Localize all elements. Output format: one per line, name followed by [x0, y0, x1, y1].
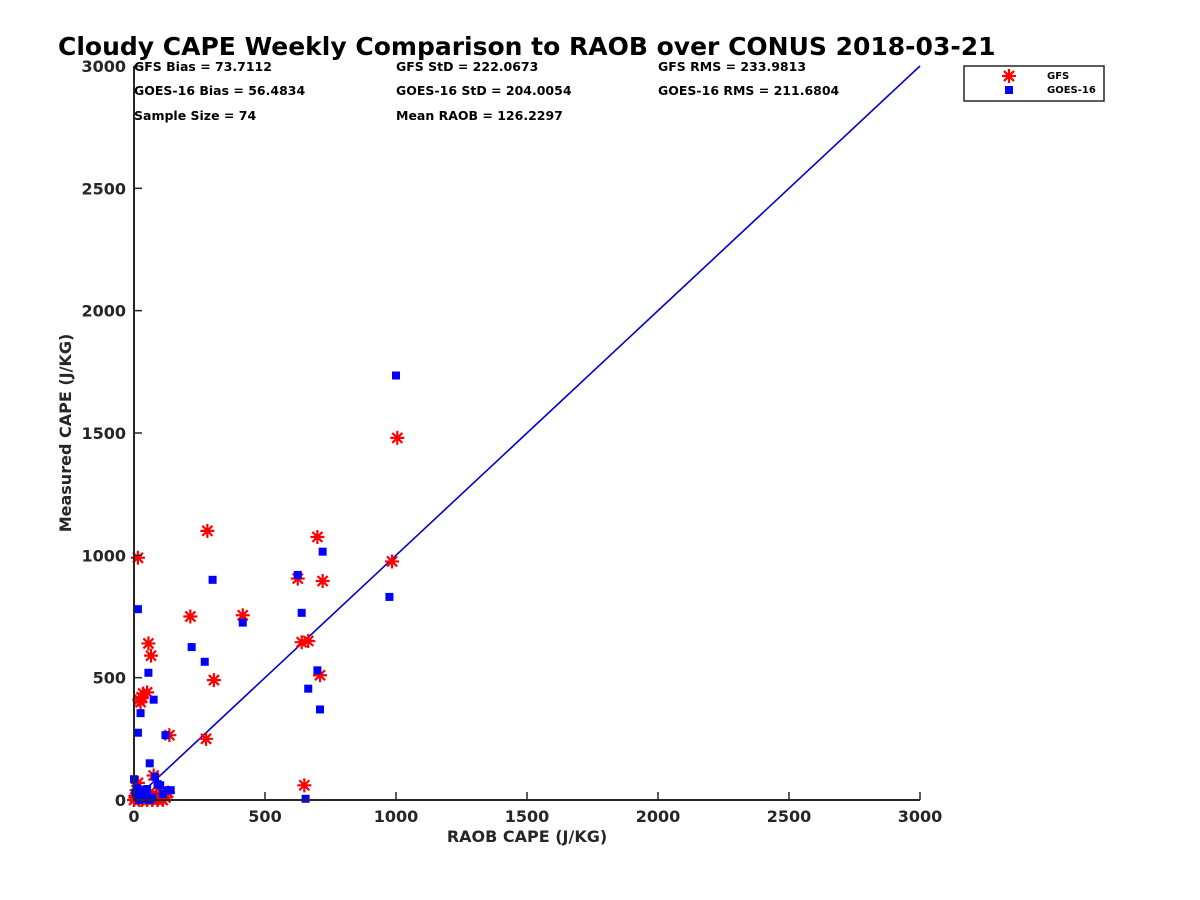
- stat-gfs-bias: GFS Bias = 73.7112: [134, 59, 272, 74]
- gfs-series: [127, 430, 405, 807]
- y-tick-label: 500: [93, 669, 126, 688]
- gfs-point: [144, 648, 159, 663]
- goes16-point: [392, 371, 400, 380]
- legend-gfs-marker: [1002, 69, 1016, 83]
- y-axis-label: Measured CAPE (J/KG): [56, 334, 75, 533]
- x-ticks: 0 500 1000 1500 2000 2500 3000: [128, 792, 942, 826]
- x-axis-label: RAOB CAPE (J/KG): [447, 827, 607, 846]
- goes16-point: [131, 788, 140, 797]
- stat-mean-raob: Mean RAOB = 126.2297: [396, 108, 563, 123]
- x-tick-label: 2000: [636, 807, 681, 826]
- gfs-point: [310, 529, 325, 544]
- gfs-point: [294, 635, 309, 650]
- y-tick-label: 1000: [81, 546, 126, 565]
- gfs-point: [301, 633, 316, 648]
- goes16-point: [132, 783, 141, 792]
- y-tick-label: 0: [115, 791, 126, 810]
- stat-gfs-rms: GFS RMS = 233.9813: [658, 59, 806, 74]
- goes16-point: [187, 643, 196, 652]
- stat-goes-std: GOES-16 StD = 204.0054: [396, 83, 572, 98]
- plot-area: [127, 65, 921, 807]
- gfs-point: [235, 608, 250, 623]
- x-tick-label: 3000: [898, 807, 943, 826]
- goes16-point: [313, 666, 322, 675]
- x-tick-label: 1000: [374, 807, 419, 826]
- gfs-point: [134, 690, 149, 705]
- x-tick-label: 0: [128, 807, 139, 826]
- stats-block: GFS Bias = 73.7112 GFS StD = 222.0673 GF…: [134, 59, 840, 123]
- goes16-point: [385, 592, 394, 601]
- chart-title: Cloudy CAPE Weekly Comparison to RAOB ov…: [58, 32, 996, 61]
- gfs-point: [130, 550, 145, 565]
- goes16-point: [140, 792, 149, 801]
- stat-goes-rms: GOES-16 RMS = 211.6804: [658, 83, 840, 98]
- goes16-series: [130, 371, 400, 804]
- goes16-point: [316, 705, 325, 714]
- goes16-point: [293, 570, 302, 579]
- goes16-point: [144, 668, 153, 677]
- y-tick-label: 1500: [81, 424, 126, 443]
- gfs-point: [183, 609, 198, 624]
- y-tick-label: 2000: [81, 302, 126, 321]
- gfs-point: [141, 636, 156, 651]
- y-tick-label: 2500: [81, 179, 126, 198]
- gfs-point: [313, 668, 328, 683]
- x-tick-label: 1500: [505, 807, 550, 826]
- stat-gfs-std: GFS StD = 222.0673: [396, 59, 538, 74]
- goes16-point: [133, 605, 142, 614]
- legend: GFS GOES-16: [963, 65, 1105, 102]
- goes16-point: [304, 684, 313, 693]
- goes16-point: [136, 709, 145, 718]
- goes16-point: [161, 731, 170, 740]
- gfs-point: [200, 523, 215, 538]
- y-ticks: 0 500 1000 1500 2000 2500 3000: [81, 57, 142, 810]
- goes16-point: [133, 728, 142, 737]
- gfs-point: [199, 731, 214, 746]
- legend-gfs-asterisk: [1002, 69, 1016, 83]
- goes16-point: [238, 618, 247, 627]
- y-tick-label: 3000: [81, 57, 126, 76]
- stat-sample-size: Sample Size = 74: [134, 108, 256, 123]
- gfs-point: [390, 430, 405, 445]
- gfs-point: [206, 673, 221, 688]
- gfs-point: [140, 685, 155, 700]
- gfs-point: [136, 686, 151, 701]
- gfs-point: [385, 554, 400, 569]
- legend-goes16-marker: [1005, 86, 1013, 94]
- goes16-point: [148, 793, 157, 802]
- goes16-point: [158, 789, 167, 798]
- goes16-point: [301, 794, 310, 803]
- goes16-point: [297, 608, 306, 617]
- reference-line-layer: [133, 65, 921, 801]
- goes16-point: [318, 547, 327, 556]
- goes16-point: [150, 772, 159, 781]
- x-tick-label: 2500: [767, 807, 812, 826]
- legend-gfs-label: GFS: [1047, 71, 1069, 82]
- legend-box: [963, 65, 1105, 102]
- legend-goes16-label: GOES-16: [1047, 85, 1096, 96]
- goes16-point: [145, 759, 154, 768]
- goes16-point: [164, 786, 173, 795]
- goes16-point: [200, 657, 209, 666]
- gfs-point: [297, 778, 312, 793]
- goes16-point: [208, 575, 217, 584]
- goes16-point: [143, 784, 152, 793]
- x-tick-label: 500: [248, 807, 281, 826]
- goes16-point: [149, 695, 158, 704]
- gfs-point: [315, 574, 330, 589]
- goes16-point: [156, 781, 165, 790]
- stat-goes-bias: GOES-16 Bias = 56.4834: [134, 83, 305, 98]
- gfs-point: [133, 695, 148, 710]
- one-to-one-line: [133, 65, 921, 801]
